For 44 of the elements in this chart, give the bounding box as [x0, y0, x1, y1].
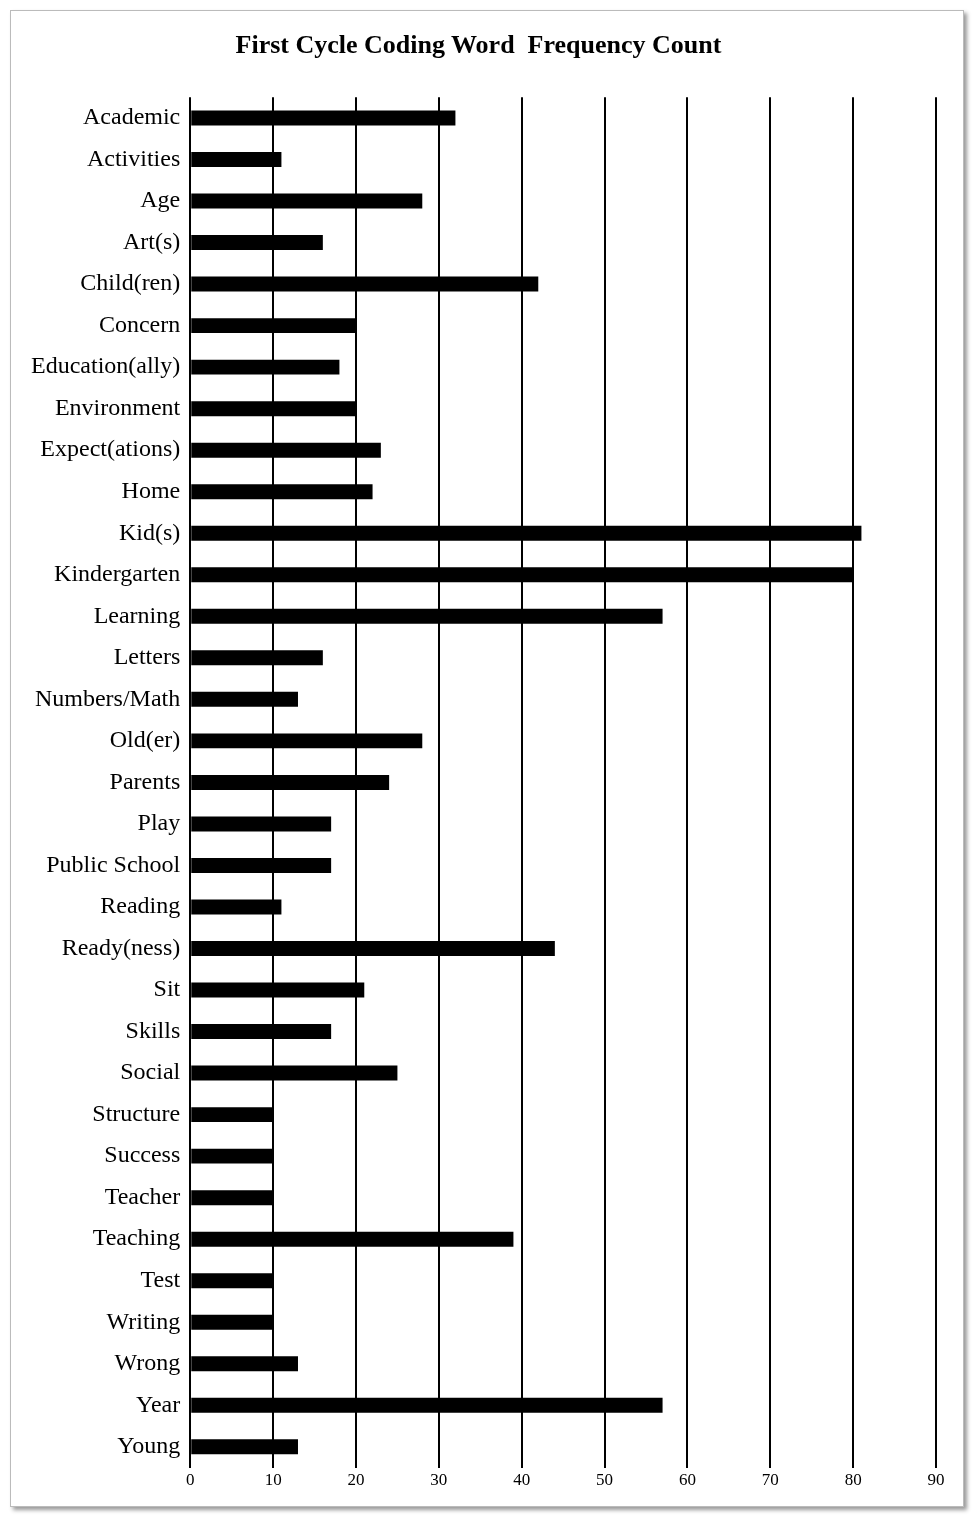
x-tick-label: 80: [844, 1470, 862, 1490]
y-tick-label: Academic: [82, 103, 181, 130]
y-tick-label: Writing: [106, 1307, 181, 1334]
x-tick-label: 70: [761, 1470, 779, 1490]
x-tick-label: 60: [678, 1470, 696, 1490]
y-tick-label: Letters: [113, 643, 181, 670]
x-tick-label: 0: [186, 1470, 195, 1490]
y-tick-label: Art(s): [122, 227, 181, 254]
x-tick-label: 90: [927, 1470, 945, 1490]
y-tick-label: Child(ren): [80, 269, 181, 296]
chart-title: First Cycle Coding Word Frequency Count: [235, 30, 722, 60]
y-tick-label: Social: [120, 1058, 181, 1085]
y-tick-label: Structure: [92, 1099, 181, 1126]
y-tick-label: Home: [121, 477, 181, 504]
y-tick-label: Concern: [98, 310, 181, 337]
y-tick-label: Kid(s): [118, 518, 181, 545]
y-tick-label: Ready(ness): [61, 933, 181, 960]
y-tick-label: Kindergarten: [54, 560, 181, 587]
y-tick-label: Activities: [86, 144, 181, 171]
y-tick-label: Numbers/Math: [34, 684, 181, 711]
x-tick-label: 20: [347, 1470, 365, 1490]
y-tick-label: Sit: [153, 975, 181, 1002]
y-tick-label: Success: [104, 1141, 181, 1168]
y-tick-label: Young: [117, 1432, 181, 1459]
y-tick-label: Age: [140, 186, 181, 213]
y-tick-label: Skills: [125, 1016, 181, 1043]
y-tick-label: Old(er): [109, 726, 181, 753]
y-tick-label: Learning: [93, 601, 181, 628]
x-tick-label: 10: [264, 1470, 282, 1490]
x-tick-label: 40: [513, 1470, 531, 1490]
y-tick-label: Teaching: [92, 1224, 181, 1251]
y-tick-label: Education(ally): [30, 352, 181, 379]
y-tick-label: Environment: [54, 393, 181, 420]
y-tick-label: Teacher: [104, 1182, 181, 1209]
y-tick-label: Parents: [109, 767, 181, 794]
y-tick-label: Year: [136, 1390, 181, 1417]
y-tick-label: Test: [140, 1266, 181, 1293]
y-tick-label: Reading: [100, 892, 181, 919]
y-tick-label: Play: [137, 809, 181, 836]
y-tick-label: Wrong: [114, 1349, 181, 1376]
x-tick-label: 50: [596, 1470, 614, 1490]
x-tick-label: 30: [430, 1470, 448, 1490]
y-tick-label: Public School: [46, 850, 181, 877]
y-tick-label: Expect(ations): [40, 435, 181, 462]
